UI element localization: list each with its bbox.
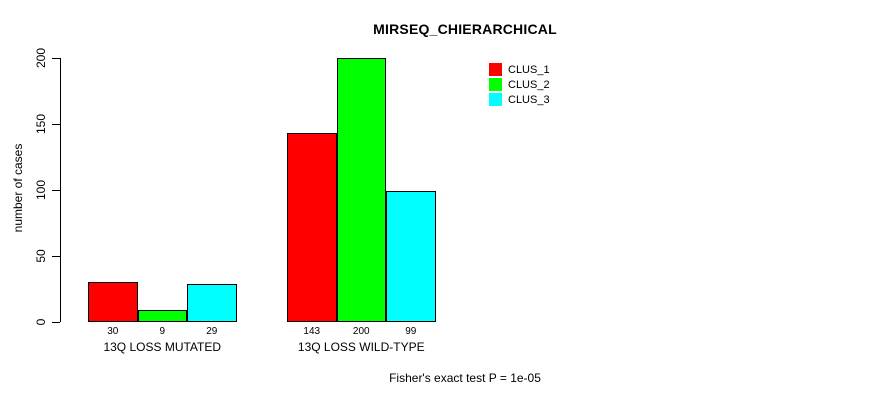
bar-value-label: 29: [206, 326, 218, 337]
legend-item-label: CLUS_1: [508, 63, 550, 76]
legend-item: CLUS_2: [489, 77, 550, 92]
y-tick-label: 0: [34, 318, 48, 326]
annotation-text: Fisher's exact test P = 1e-05: [389, 371, 541, 385]
bar-value-label: 99: [405, 326, 417, 337]
y-axis-label: number of cases: [11, 143, 25, 233]
bar-value-label: 9: [159, 326, 166, 337]
y-tick: [52, 256, 60, 257]
bar-clus_2-1: [336, 58, 386, 322]
legend: CLUS_1 CLUS_2 CLUS_3: [489, 62, 550, 107]
y-tick: [52, 322, 60, 323]
y-tick: [52, 190, 60, 191]
category-label: 13Q LOSS WILD-TYPE: [297, 340, 425, 354]
bar-clus_3-1: [386, 191, 436, 322]
bar-value-label: 200: [352, 326, 370, 337]
bar-clus_3-0: [187, 284, 237, 322]
bar-value-label: 143: [303, 326, 321, 337]
legend-color-swatch: [489, 93, 502, 106]
y-axis-line: [60, 58, 61, 322]
bar-clus_1-1: [287, 133, 337, 322]
y-tick-label: 200: [34, 47, 48, 69]
y-tick-label: 150: [34, 113, 48, 135]
legend-color-swatch: [489, 78, 502, 91]
legend-item: CLUS_1: [489, 62, 550, 77]
bar-clus_1-0: [88, 282, 138, 322]
category-label: 13Q LOSS MUTATED: [103, 340, 222, 354]
bar-clus_2-0: [137, 310, 187, 322]
legend-color-swatch: [489, 63, 502, 76]
bar-value-label: 30: [107, 326, 119, 337]
y-tick: [52, 124, 60, 125]
y-tick: [52, 58, 60, 59]
legend-item-label: CLUS_2: [508, 78, 550, 91]
legend-item: CLUS_3: [489, 92, 550, 107]
chart-title: MIRSEQ_CHIERARCHICAL: [373, 21, 557, 37]
legend-item-label: CLUS_3: [508, 93, 550, 106]
y-tick-label: 50: [34, 249, 48, 263]
y-tick-label: 100: [34, 179, 48, 201]
